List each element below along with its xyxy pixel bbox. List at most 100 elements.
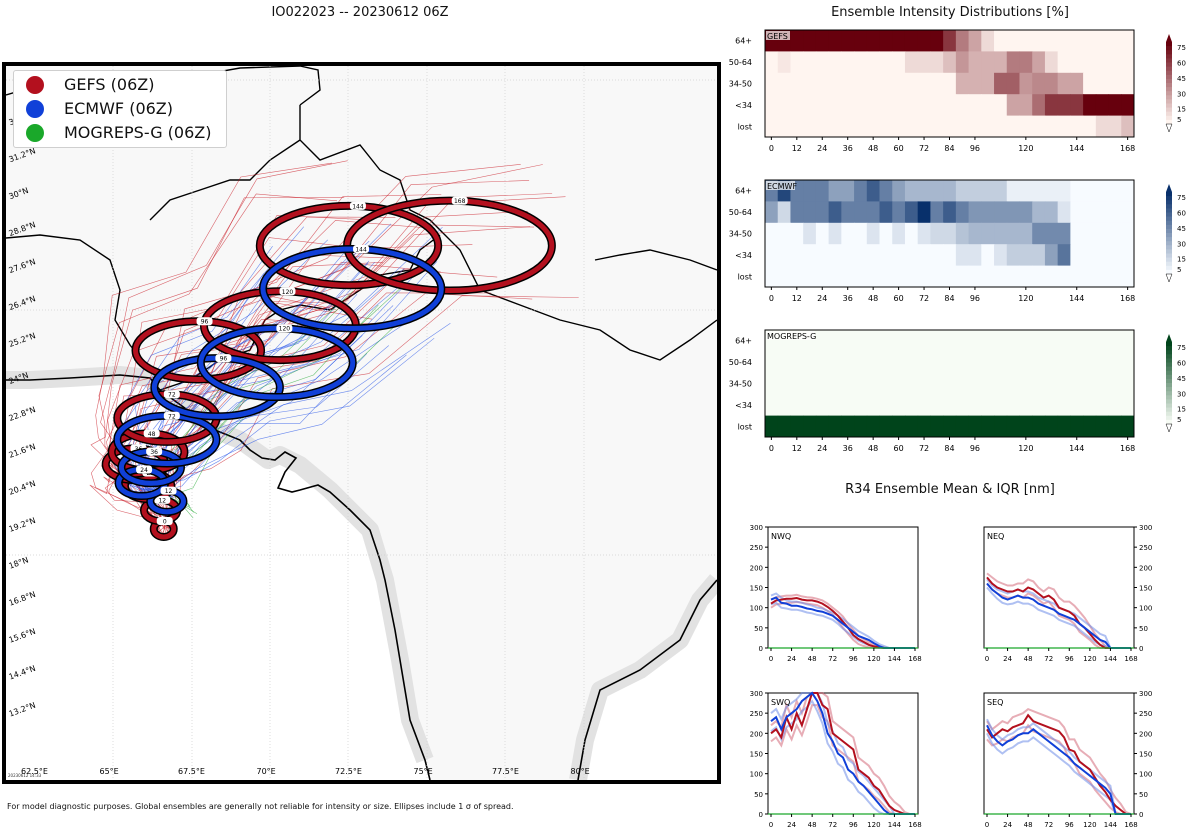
- heatmap-cell: [1019, 51, 1033, 74]
- colorbar-segment: [1166, 58, 1172, 63]
- lon-tick-label: 65°E: [100, 767, 119, 776]
- heatmap-cell: [1032, 51, 1046, 74]
- heatmap-cell: [828, 222, 842, 245]
- heatmap-cell: [892, 265, 906, 288]
- heatmap-cell: [841, 372, 855, 395]
- colorbar-tick-label: 45: [1177, 375, 1186, 383]
- heatmap-cell: [1057, 351, 1071, 374]
- heatmap-cell: [1083, 51, 1097, 74]
- colorbar-segment: [1166, 245, 1172, 250]
- colorbar-tick-label: 15: [1177, 406, 1186, 414]
- colorbar-segment: [1166, 249, 1172, 254]
- colorbar-tick-label: 5: [1177, 116, 1181, 124]
- heatmap-cell: [1032, 201, 1046, 224]
- heatmap-cell: [1019, 72, 1033, 95]
- colorbar-segment: [1166, 50, 1172, 55]
- lon-tick-label: 80°E: [571, 767, 590, 776]
- heatmap-cell: [765, 372, 779, 395]
- lon-tick-label: 70°E: [257, 767, 276, 776]
- panel-label: MOGREPS-G: [767, 332, 816, 341]
- heatmap-cell: [1083, 265, 1097, 288]
- x-tick-label: 12: [792, 294, 802, 303]
- heatmap-cell: [828, 72, 842, 95]
- heatmap-cell: [803, 115, 817, 138]
- heatmap-cell: [981, 330, 995, 352]
- colorbar-segment: [1166, 216, 1172, 222]
- heatmap-cell: [866, 180, 881, 202]
- y-tick-label: 200: [1139, 730, 1152, 738]
- heatmap-cell: [917, 180, 931, 202]
- heatmap-cell: [981, 30, 995, 52]
- heatmap-cell: [854, 180, 868, 202]
- heatmap-cell: [1070, 94, 1084, 117]
- x-tick-label: 60: [894, 144, 904, 153]
- heatmap-cell: [1044, 394, 1059, 417]
- heatmap-cell: [917, 330, 931, 352]
- heatmap-cell: [968, 30, 982, 52]
- heatmap-cell: [1121, 115, 1135, 138]
- r34-series-line: [986, 718, 1131, 815]
- heatmap-cell: [879, 30, 893, 52]
- heatmap-cell: [803, 222, 817, 245]
- forecast-hour-label-bg: [196, 317, 213, 326]
- r34-series-line: [770, 692, 915, 815]
- forecast-hour-label: 144: [352, 203, 364, 210]
- heatmap-cell: [994, 72, 1008, 95]
- heatmap-cell: [892, 94, 906, 117]
- heatmap-cell: [943, 265, 957, 288]
- heatmap-cell: [790, 30, 804, 52]
- map-frame: [2, 62, 721, 784]
- heatmap-cell: [955, 180, 970, 202]
- heatmap-cell: [854, 115, 868, 138]
- r34-frame: [767, 526, 919, 649]
- heatmap-cell: [1083, 351, 1097, 374]
- heatmap-cell: [955, 94, 970, 117]
- heatmap-cell: [968, 94, 982, 117]
- y-tick-label: 50: [754, 625, 763, 633]
- heatmap-cell: [892, 30, 906, 52]
- r34-series-line: [986, 724, 1131, 815]
- colorbar-tick-label: 5: [1177, 266, 1181, 274]
- colorbar-tick-label: 75: [1177, 344, 1186, 352]
- colorbar-tick-label: 75: [1177, 44, 1186, 52]
- heatmap-cell: [841, 394, 855, 417]
- heatmap-cell: [1044, 372, 1059, 395]
- heatmap-cell: [854, 201, 868, 224]
- heatmap-cell: [879, 94, 893, 117]
- heatmap-cell: [1044, 351, 1059, 374]
- heatmap-cell: [1044, 244, 1059, 267]
- heatmap-cell: [841, 222, 855, 245]
- x-tick-label: 96: [849, 655, 858, 663]
- heatmap-cell: [1070, 415, 1084, 438]
- spread-ellipse: [260, 246, 444, 331]
- heatmap-cell: [1095, 244, 1110, 267]
- heatmap-cell: [1019, 415, 1033, 438]
- x-tick-label: 12: [792, 444, 802, 453]
- colorbar-segment: [1166, 370, 1172, 376]
- heatmap-cell: [815, 265, 830, 288]
- colorbar-segment: [1166, 366, 1172, 372]
- heatmap-cell: [1057, 372, 1071, 395]
- forecast-hour-label: 12: [158, 497, 166, 504]
- heatmap-cell: [777, 222, 791, 245]
- heatmap-cell: [815, 72, 830, 95]
- colorbar-segment: [1166, 383, 1172, 388]
- heatmap-cell: [879, 265, 893, 288]
- x-tick-label: 84: [944, 144, 954, 153]
- heatmap-cell: [892, 415, 906, 438]
- heatmap-cell: [994, 30, 1008, 52]
- heatmap-cell: [904, 415, 919, 438]
- heatmap-cell: [1095, 30, 1110, 52]
- x-tick-label: 72: [1044, 821, 1053, 829]
- heatmap-cell: [943, 415, 957, 438]
- r34-panel: NWQ 0 50 100 150 200 250 300 0 24 48 72 96 120 144 168: [750, 524, 922, 663]
- y-tick-label: 150: [1139, 751, 1152, 759]
- r34-panel: SWQ 0 50 100 150 200 250 300 0 24 48 72 96 120 144 168: [750, 690, 922, 829]
- heatmap-cell: [1044, 201, 1059, 224]
- y-tick-label: 300: [750, 690, 763, 698]
- colorbar-segment: [1166, 346, 1172, 351]
- colorbar-extend-top: [1166, 34, 1172, 42]
- panel-label-bg: [766, 31, 790, 40]
- forecast-hour-label: 48: [148, 431, 156, 438]
